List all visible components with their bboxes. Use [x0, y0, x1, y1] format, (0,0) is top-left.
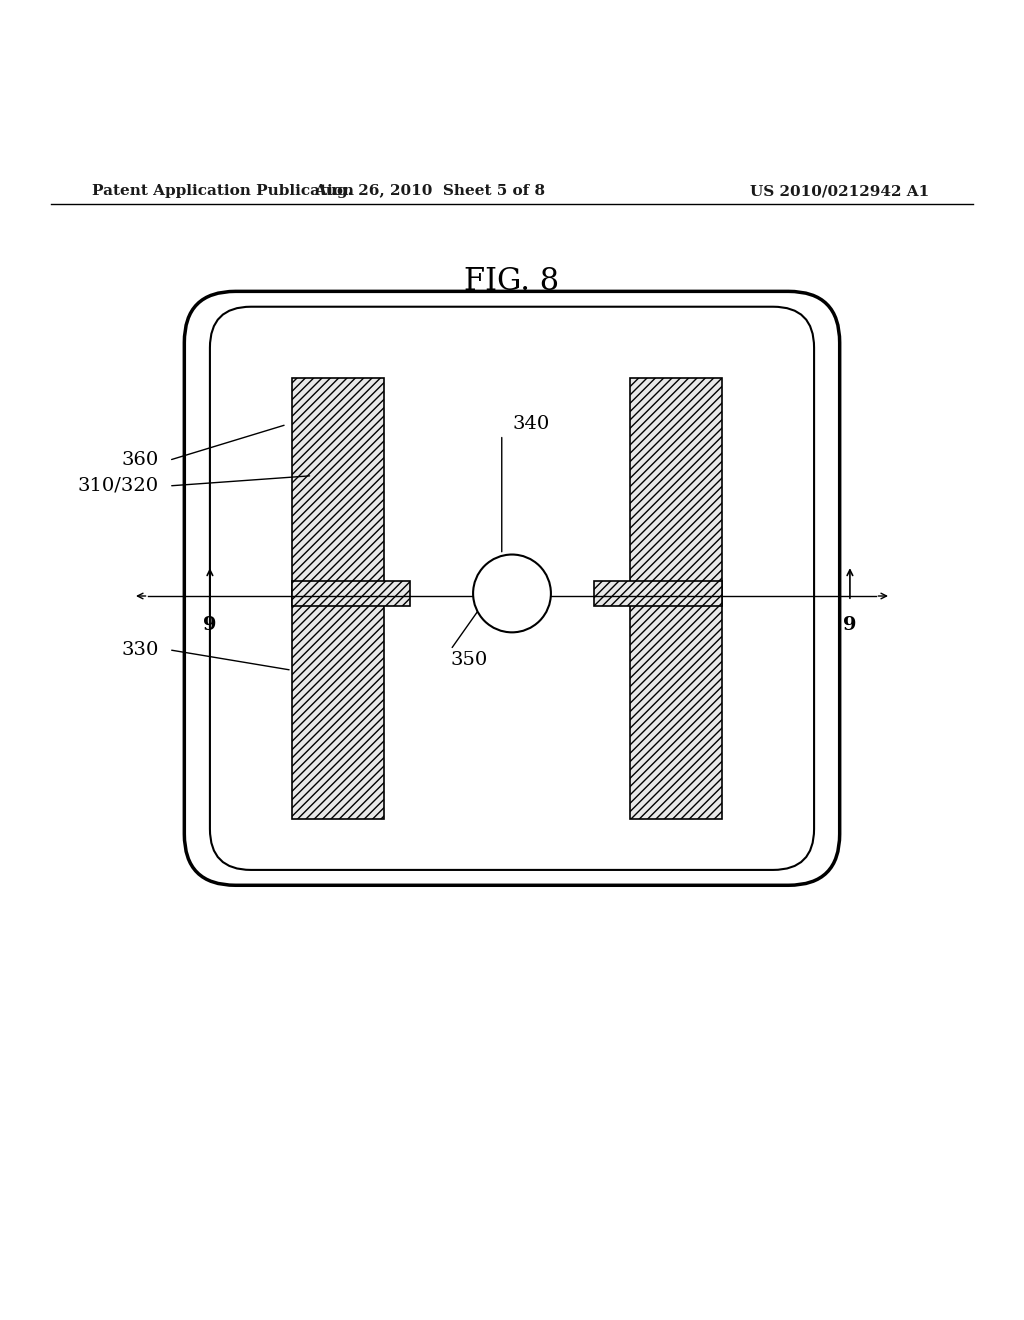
Bar	[292, 379, 384, 818]
Circle shape	[473, 554, 551, 632]
Text: Patent Application Publication: Patent Application Publication	[92, 183, 354, 198]
Bar	[630, 379, 722, 818]
Text: FIG. 8: FIG. 8	[465, 265, 559, 297]
Bar	[292, 581, 410, 606]
Text: 340: 340	[512, 416, 549, 433]
Text: Aug. 26, 2010  Sheet 5 of 8: Aug. 26, 2010 Sheet 5 of 8	[314, 183, 546, 198]
FancyBboxPatch shape	[184, 292, 840, 886]
Text: 9: 9	[843, 615, 857, 634]
Text: 330: 330	[122, 640, 159, 659]
Text: 350: 350	[451, 651, 487, 669]
Text: 310/320: 310/320	[78, 477, 159, 495]
Text: US 2010/0212942 A1: US 2010/0212942 A1	[750, 183, 930, 198]
Bar	[594, 581, 722, 606]
Text: 9: 9	[203, 615, 217, 634]
Text: 360: 360	[122, 451, 159, 470]
